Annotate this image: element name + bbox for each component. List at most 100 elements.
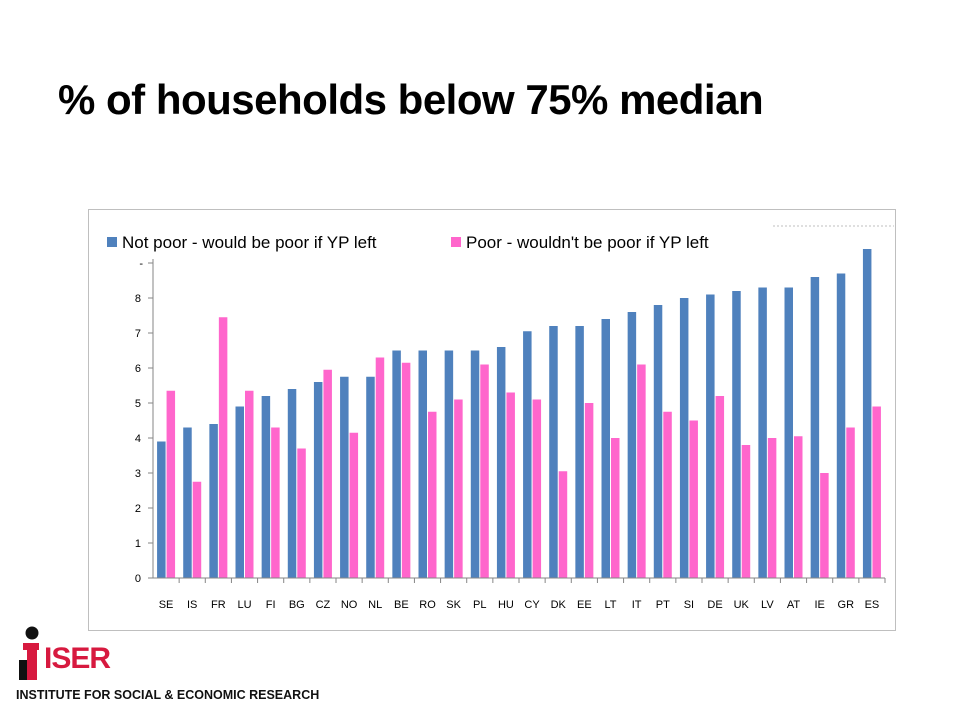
x-tick-label: NO [341, 599, 358, 611]
x-tick-label: CZ [316, 599, 331, 611]
bar-not-poor [470, 350, 480, 578]
y-tick-label: 0 [135, 573, 141, 585]
chart-frame: Not poor - would be poor if YP left Poor … [88, 209, 896, 631]
bar-not-poor [418, 350, 427, 578]
bar-poor [558, 471, 568, 578]
bar-poor [428, 411, 437, 578]
x-tick-label: NL [368, 599, 382, 611]
x-tick-label: IT [632, 599, 642, 611]
x-tick-label: SE [159, 599, 174, 611]
x-tick-label: SK [446, 599, 461, 611]
bar-poor [767, 438, 777, 578]
bar-poor [192, 481, 202, 578]
bar-not-poor [340, 376, 349, 578]
bar-poor [245, 390, 254, 578]
bar-not-poor [444, 350, 454, 578]
x-tick-label: PL [473, 599, 486, 611]
x-tick-label: CY [524, 599, 540, 611]
bar-not-poor [862, 249, 872, 578]
bar-poor [820, 473, 829, 578]
x-tick-label: HU [498, 599, 514, 611]
x-tick-label: AT [787, 599, 801, 611]
x-tick-label: FR [211, 599, 226, 611]
y-tick-label: 7 [135, 328, 141, 340]
bar-not-poor [810, 277, 820, 578]
x-tick-label: LU [237, 599, 251, 611]
x-tick-label: LV [761, 599, 774, 611]
bar-not-poor [836, 273, 846, 578]
bar-poor [689, 420, 698, 578]
bar-not-poor [575, 326, 584, 578]
bar-not-poor [601, 319, 610, 578]
iser-logo: ISER INSTITUTE FOR SOCIAL & ECONOMIC RES… [14, 624, 354, 714]
x-tick-label: BE [394, 599, 409, 611]
bar-not-poor [183, 427, 192, 578]
logo-wordmark: ISER [44, 642, 111, 675]
bar-poor [454, 399, 463, 578]
logo-person-icon [19, 626, 39, 680]
bar-poor [271, 427, 280, 578]
bar-poor [637, 364, 646, 578]
bar-poor [218, 317, 228, 578]
bar-not-poor [523, 331, 532, 578]
x-tick-label: UK [734, 599, 750, 611]
bar-poor [506, 392, 515, 578]
bar-not-poor [706, 294, 715, 578]
bar-not-poor [758, 287, 767, 578]
x-tick-label: DE [707, 599, 722, 611]
bar-not-poor [366, 376, 375, 578]
y-tick-label: 3 [135, 468, 141, 480]
x-tick-label: ES [865, 599, 880, 611]
x-tick-label: FI [266, 599, 276, 611]
x-tick-label: BG [289, 599, 305, 611]
bar-not-poor [784, 287, 793, 578]
chart-legend: Not poor - would be poor if YP left Poor … [107, 233, 709, 252]
bar-poor [715, 396, 725, 578]
bar-not-poor [235, 406, 244, 578]
bar-poor [166, 390, 176, 578]
x-tick-label: DK [551, 599, 567, 611]
x-tick-label: RO [419, 599, 436, 611]
bar-not-poor [653, 305, 663, 578]
y-tick-label: 5 [135, 398, 141, 410]
y-tick-label: 8 [135, 293, 141, 305]
x-axis: SE IS FR LU FI BG CZ NO NL BE RO SK PL HU CY DK EE LT IT PT… [153, 577, 886, 611]
x-tick-label: IE [814, 599, 824, 611]
bar-not-poor [313, 382, 323, 578]
bar-poor [375, 357, 385, 578]
bar-poor [401, 362, 411, 578]
bar-poor [584, 403, 594, 578]
bar-chart: Not poor - would be poor if YP left Poor … [107, 225, 894, 611]
x-tick-label: SI [684, 599, 694, 611]
bar-not-poor [261, 396, 271, 578]
x-tick-label: EE [577, 599, 592, 611]
bar-poor [794, 436, 803, 578]
x-tick-label: PT [656, 599, 670, 611]
legend-label: Poor - wouldn't be poor if YP left [466, 233, 709, 252]
bar-poor [349, 432, 359, 578]
bar-poor [872, 406, 881, 578]
bar-poor [532, 399, 542, 578]
bar-poor [611, 438, 620, 578]
bar-series [157, 249, 881, 578]
bar-poor [323, 369, 332, 578]
bar-poor [846, 427, 855, 578]
bar-poor [480, 364, 489, 578]
bar-poor [297, 448, 306, 578]
bar-poor [663, 411, 672, 578]
bar-poor [741, 445, 751, 578]
bar-not-poor [627, 312, 637, 578]
bar-not-poor [157, 441, 166, 578]
bar-not-poor [549, 326, 558, 578]
y-tick-label: - [139, 258, 143, 270]
y-tick-label: 6 [135, 363, 141, 375]
slide-title: % of households below 75% median [58, 76, 764, 123]
x-tick-label: IS [187, 599, 197, 611]
y-tick-label: 4 [135, 433, 141, 445]
bar-not-poor [209, 424, 218, 578]
logo-tagline: INSTITUTE FOR SOCIAL & ECONOMIC RESEARCH [16, 688, 320, 702]
bar-not-poor [732, 291, 741, 578]
legend-label: Not poor - would be poor if YP left [122, 233, 377, 252]
x-tick-label: LT [604, 599, 616, 611]
bar-not-poor [287, 389, 297, 578]
